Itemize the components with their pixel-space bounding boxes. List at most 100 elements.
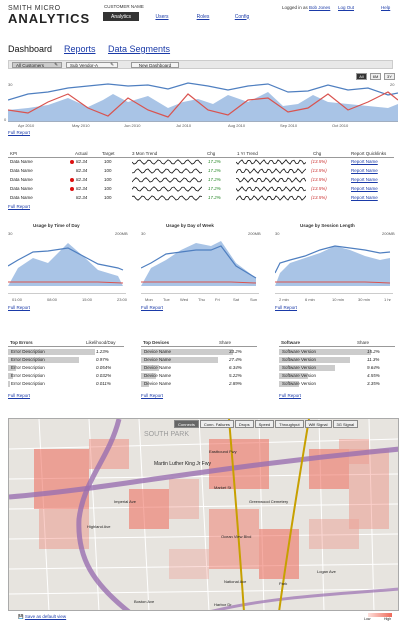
- sparkline: [132, 177, 202, 183]
- chg-3m-value: 17.2%: [208, 186, 221, 191]
- red-series-line: [141, 281, 257, 284]
- chart-title: Usage by Day of Week: [166, 223, 214, 228]
- map-tab-3g-signal[interactable]: 3G Signal: [332, 420, 359, 428]
- table-row: Data Name 82.34 100 17.2% (13.5%) Report Name: [8, 185, 394, 193]
- report-quicklink[interactable]: Report Name: [351, 186, 378, 191]
- trend-sparkline-1y: [236, 168, 306, 174]
- device-share-bar: [141, 373, 156, 379]
- filter-bar: All Customers ✎ Sub Vendor-A ✎ New Dashboa…: [8, 60, 393, 69]
- red-series-line: [275, 281, 391, 284]
- brand-logo: ANALYTICS: [8, 11, 91, 26]
- table-row: Software Version 3.35%: [279, 380, 395, 388]
- table-row: Device Name 27.4%: [141, 356, 257, 364]
- report-quicklink[interactable]: Report Name: [351, 168, 378, 173]
- usage-area: [8, 92, 398, 122]
- nav-users[interactable]: Users: [155, 13, 169, 20]
- device-name: Device Name: [144, 349, 172, 354]
- x-tick-label: Fri: [215, 297, 220, 302]
- x-tick-label: Thu: [198, 297, 205, 302]
- target-value: 100: [104, 195, 112, 200]
- actual-value: 82.34: [76, 177, 88, 182]
- map-tab-throughput[interactable]: Throughput: [275, 420, 304, 428]
- full-report-link[interactable]: Full Report: [275, 305, 298, 310]
- map-label-eastbound: Eastbound Fwy: [209, 449, 237, 454]
- tab-dashboard[interactable]: Dashboard: [8, 44, 53, 54]
- x-tick-label: 01:00: [12, 297, 23, 302]
- month-label: May 2010: [72, 123, 90, 128]
- sparkline: [236, 195, 306, 201]
- save-default-link[interactable]: Save as default view: [24, 614, 67, 619]
- software-value: 9.64%: [367, 365, 380, 370]
- tab-data-segments[interactable]: Data Segments: [108, 44, 171, 54]
- software-value: 4.55%: [367, 373, 380, 378]
- kpi-name: Data Name: [10, 168, 33, 173]
- alert-icon: [70, 187, 74, 191]
- report-quicklink[interactable]: Report Name: [351, 195, 378, 200]
- usage-area: [275, 246, 390, 286]
- table-row: Data Name 82.34 100 17.2% (13.5%) Report Name: [8, 167, 394, 175]
- logged-in-text: Logged in as: [282, 5, 308, 10]
- y-axis-zero-label: 0: [4, 117, 7, 122]
- help-link[interactable]: Help: [381, 5, 391, 10]
- map-tab-conn-failures[interactable]: Conn. Failures: [199, 420, 234, 428]
- sub-vendor-filter[interactable]: Sub Vendor-A ✎: [66, 62, 118, 68]
- new-dashboard-button[interactable]: New Dashboard: [131, 62, 179, 68]
- map-tab-drops[interactable]: Drops: [234, 420, 254, 428]
- x-tick-label: 10 min: [332, 297, 345, 302]
- month-label: Aug 2010: [228, 123, 246, 128]
- software-share-bar: [279, 365, 335, 371]
- edit-icon: ✎: [54, 62, 58, 67]
- range-all-button[interactable]: All: [356, 73, 367, 80]
- legend-high: High: [384, 617, 392, 621]
- error-value: 0.032%: [96, 373, 112, 378]
- map-tab-speed[interactable]: Speed: [254, 420, 275, 428]
- full-report-link[interactable]: Full Report: [8, 305, 31, 310]
- y-axis-right-label: 200MB: [382, 231, 395, 236]
- error-value-header: Likelihood/Day: [86, 340, 116, 345]
- full-report-link[interactable]: Full Report: [141, 393, 164, 398]
- map-tab-connects[interactable]: Connects: [174, 420, 199, 428]
- error-name: Error Description: [11, 357, 45, 362]
- software-share-bar: [279, 357, 350, 363]
- user-link[interactable]: Bob Jones: [309, 5, 331, 10]
- chg-3m-value: 17.2%: [208, 159, 221, 164]
- device-value-header: Share: [219, 340, 232, 345]
- save-default-view[interactable]: 💾 Save as default view: [18, 614, 66, 620]
- chg-3m-value: 17.2%: [208, 195, 221, 200]
- map-tab-wifi-signal[interactable]: Wifi Signal: [304, 420, 332, 428]
- report-quicklink[interactable]: Report Name: [351, 159, 378, 164]
- nav-config[interactable]: Config: [234, 13, 250, 20]
- sparkline: [132, 195, 202, 201]
- full-report-link[interactable]: Full Report: [279, 393, 302, 398]
- error-name: Error Description: [11, 365, 45, 370]
- actual-value: 82.34: [76, 186, 88, 191]
- software-value: 15.2%: [367, 349, 380, 354]
- table-row: Device Name 2.89%: [141, 380, 257, 388]
- error-value: 0.97%: [96, 357, 109, 362]
- kpi-full-report-link[interactable]: Full Report: [8, 204, 31, 209]
- nav-roles[interactable]: Roles: [196, 13, 210, 20]
- blue-series-line: [141, 245, 257, 279]
- chg-header: Chg: [207, 151, 216, 156]
- range-3y-button[interactable]: 3Y: [384, 73, 395, 80]
- software-name: Software Version: [282, 381, 317, 386]
- full-report-link[interactable]: Full Report: [141, 305, 164, 310]
- tab-reports[interactable]: Reports: [64, 44, 96, 54]
- map-label-national: National Ave: [224, 579, 247, 584]
- table-row: Error Description 0.011%: [8, 380, 124, 388]
- logout-link[interactable]: Log Out: [338, 5, 355, 10]
- all-customers-filter[interactable]: All Customers ✎: [12, 62, 62, 68]
- full-report-link[interactable]: Full Report: [8, 393, 31, 398]
- trend-sparkline-1y: [236, 186, 306, 192]
- full-report-link[interactable]: Full Report: [8, 130, 31, 135]
- range-6m-button[interactable]: 6M: [370, 73, 381, 80]
- map-label-park: Park: [279, 581, 288, 586]
- table-row: Error Description 0.97%: [8, 356, 124, 364]
- nav-analytics[interactable]: Analytics: [103, 12, 139, 21]
- sparkline: [236, 177, 306, 183]
- actual-value: 82.34: [76, 159, 88, 164]
- usage-chart: [141, 241, 259, 294]
- report-quicklink[interactable]: Report Name: [351, 177, 378, 182]
- heat-map[interactable]: SOUTH PARK Martin Luther King Jr Fwy Imp…: [8, 418, 399, 611]
- device-value: 2.89%: [229, 381, 242, 386]
